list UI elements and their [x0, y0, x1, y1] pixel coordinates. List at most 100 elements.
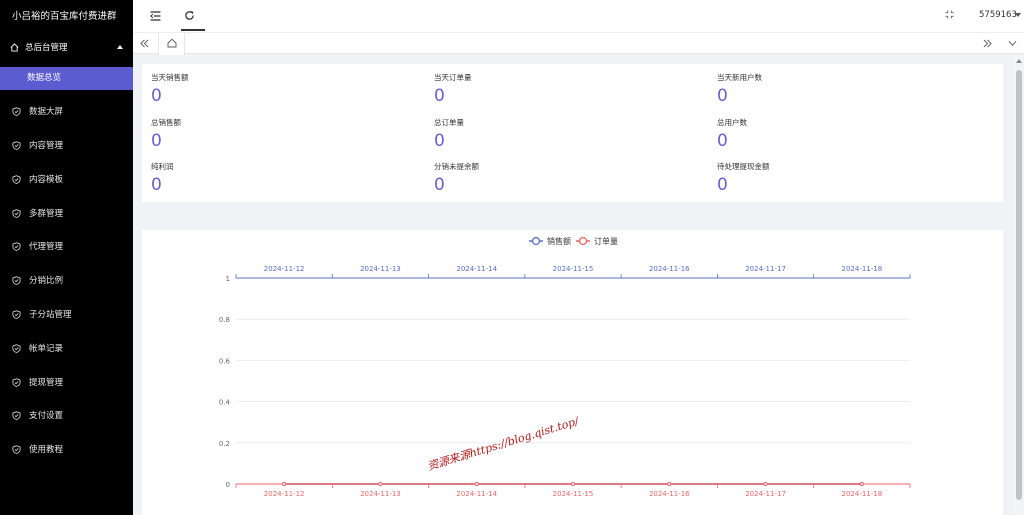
tool-underline	[181, 29, 205, 31]
series-point-1	[667, 481, 672, 487]
stat-value-today-users: 0	[717, 86, 728, 106]
menu-item-payment[interactable]: 支付设置	[0, 405, 133, 425]
x-tick-label-bottom: 2024-11-12	[264, 490, 305, 498]
stat-value-total-sales: 0	[151, 131, 162, 151]
menu-item-substations[interactable]: 子分站管理	[0, 304, 133, 324]
stat-value-net-profit: 0	[151, 175, 162, 195]
menu-group-label: 总后台管理	[25, 43, 68, 53]
legend-label-0: 销售额	[547, 236, 571, 246]
caret-down-icon[interactable]	[1015, 13, 1021, 17]
stat-label-today-sales: 当天销售额	[151, 73, 189, 82]
menu-item-templates[interactable]: 内容模板	[0, 169, 133, 189]
menu-item-label: 内容管理	[29, 141, 64, 151]
top-header: 5759163	[133, 0, 1024, 32]
shield-check-icon	[12, 208, 21, 218]
series-point-1	[570, 481, 576, 487]
home-icon	[10, 42, 19, 52]
menu-item-agents[interactable]: 代理管理	[0, 236, 133, 256]
stat-value-today-orders: 0	[434, 86, 445, 106]
legend-marker-1	[578, 236, 588, 246]
stat-label-pending-withdraw: 待处理提现金额	[717, 162, 770, 171]
scrollbar[interactable]	[1014, 56, 1024, 515]
x-tick-label-bottom: 2024-11-15	[553, 490, 594, 498]
y-tick-label: 0.4	[219, 399, 231, 407]
series-point-1	[859, 481, 864, 487]
stat-label-today-orders: 当天订单量	[434, 73, 472, 82]
shield-check-icon	[12, 241, 21, 251]
series-point-1	[763, 481, 768, 487]
stat-value-total-users: 0	[717, 131, 728, 151]
tab-bar	[133, 32, 1024, 55]
menu-item-withdrawals[interactable]: 提现管理	[0, 372, 133, 392]
y-tick-label: 0.2	[219, 440, 230, 448]
x-tick-label-top: 2024-11-16	[649, 265, 690, 273]
x-tick-label-top: 2024-11-15	[553, 265, 594, 273]
stat-value-total-orders: 0	[434, 131, 445, 151]
menu-item-label: 子分站管理	[29, 310, 72, 320]
stats-card: 当天销售额 0 当天订单量 0 当天新用户数 0 总销售额 0 总订单量 0 总…	[142, 64, 1003, 202]
shield-check-icon	[12, 343, 21, 353]
x-tick-label-top: 2024-11-14	[456, 265, 497, 273]
menu-item-dashboard[interactable]: 数据总览	[0, 67, 133, 90]
shield-check-icon	[12, 106, 21, 116]
shield-check-icon	[12, 140, 21, 150]
menu-item-content[interactable]: 内容管理	[0, 135, 133, 155]
sidebar: 小吕裕的百宝库付费进群 总后台管理 数据总览 数据大屏 内容管理 内容模板 多群…	[0, 0, 133, 515]
legend-marker-0	[531, 236, 541, 246]
scrollbar-thumb[interactable]	[1016, 70, 1022, 500]
menu-item-label: 使用教程	[29, 445, 64, 455]
menu-item-groups[interactable]: 多群管理	[0, 203, 133, 223]
refresh-icon[interactable]	[184, 10, 195, 21]
user-account[interactable]: 5759163	[979, 10, 1017, 20]
stat-label-today-users: 当天新用户数	[717, 73, 762, 82]
menu-item-tutorial[interactable]: 使用教程	[0, 439, 133, 459]
stat-label-total-orders: 总订单量	[434, 118, 464, 127]
chart-legend: 销售额 订单量	[529, 236, 618, 246]
legend-label-1: 订单量	[594, 236, 618, 246]
brand-title: 小吕裕的百宝库付费进群	[12, 11, 117, 22]
x-tick-label-bottom: 2024-11-18	[842, 490, 883, 498]
x-tick-label-bottom: 2024-11-14	[456, 490, 497, 498]
menu-item-label: 多群管理	[29, 209, 64, 219]
chart-card: 销售额 订单量 1 0.8 0.6 0.4 0.2 0 2024-11-12 2024-11-…	[142, 230, 1003, 515]
menu-item-label: 支付设置	[29, 411, 64, 421]
shield-check-icon	[12, 275, 21, 285]
menu-item-label: 代理管理	[29, 242, 64, 252]
series-point-1	[282, 481, 287, 487]
menu-item-label: 提现管理	[29, 378, 64, 388]
menu-item-commission[interactable]: 分销比例	[0, 270, 133, 290]
x-tick-label-top: 2024-11-12	[264, 265, 305, 273]
menu-item-label: 帐单记录	[29, 344, 64, 354]
series-point-1	[378, 481, 383, 487]
x-tick-label-top: 2024-11-13	[360, 265, 401, 273]
x-tick-label-bottom: 2024-11-13	[360, 490, 401, 498]
x-tick-label-bottom: 2024-11-17	[745, 490, 786, 498]
chart-grid: 1 0.8 0.6 0.4 0.2 0	[219, 275, 910, 489]
fullscreen-icon[interactable]	[945, 10, 954, 19]
y-tick-label: 0.8	[219, 316, 230, 324]
shield-check-icon	[12, 444, 21, 454]
menu-group-admin[interactable]: 总后台管理	[0, 33, 133, 61]
x-tick-label-top: 2024-11-18	[842, 265, 883, 273]
x-tick-label-top: 2024-11-17	[745, 265, 786, 273]
menu-item-label: 内容模板	[29, 175, 64, 185]
shield-check-icon	[12, 174, 21, 184]
menu-item-billing[interactable]: 帐单记录	[0, 338, 133, 358]
scroll-up-icon[interactable]	[1016, 59, 1022, 63]
shield-check-icon	[12, 309, 21, 319]
menu-item-big-screen[interactable]: 数据大屏	[0, 101, 133, 121]
tab-home[interactable]	[158, 33, 185, 55]
scroll-right-icon[interactable]	[983, 39, 992, 48]
scroll-left-icon[interactable]	[140, 39, 149, 48]
shield-check-icon	[12, 410, 21, 420]
x-tick-label-bottom: 2024-11-16	[649, 490, 690, 498]
stat-value-pending-withdraw: 0	[717, 175, 728, 195]
y-tick-label: 0.6	[219, 357, 231, 365]
stat-value-unwithdrawn: 0	[434, 175, 445, 195]
chart-series	[282, 481, 864, 487]
y-tick-label: 0	[226, 481, 230, 489]
menu-item-label: 分销比例	[29, 276, 64, 286]
collapse-menu-icon[interactable]	[150, 11, 161, 21]
chevron-down-icon[interactable]	[1008, 40, 1017, 47]
stat-label-unwithdrawn: 分销未提余额	[434, 162, 479, 171]
